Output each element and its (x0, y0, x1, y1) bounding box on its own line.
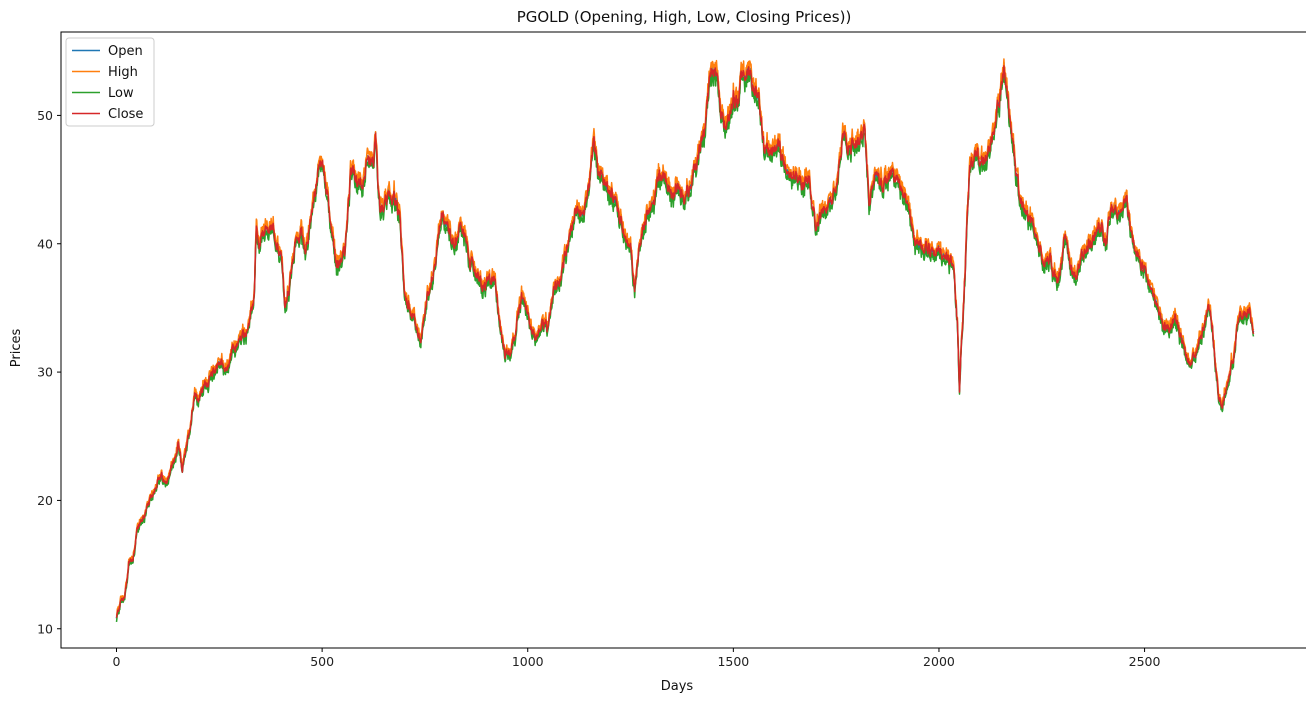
legend: Open High Low Close (65, 37, 155, 127)
y-axis: 10 20 30 40 50 (37, 108, 61, 636)
y-tick-label: 40 (37, 236, 53, 251)
x-axis: 0 500 1000 1500 2000 2500 (113, 648, 1161, 669)
legend-label: Close (108, 107, 143, 122)
series-line-close (115, 65, 1255, 618)
series-lines (115, 58, 1255, 623)
legend-label: Open (108, 44, 143, 59)
x-tick-label: 1000 (512, 654, 544, 669)
chart-title: PGOLD (Opening, High, Low, Closing Price… (517, 8, 852, 26)
y-tick-label: 10 (37, 621, 53, 636)
x-tick-label: 2000 (923, 654, 955, 669)
legend-label: Low (108, 86, 134, 101)
y-tick-label: 50 (37, 108, 53, 123)
x-tick-label: 1500 (717, 654, 749, 669)
x-tick-label: 2500 (1129, 654, 1161, 669)
y-tick-label: 20 (37, 493, 53, 508)
y-axis-label: Prices (9, 329, 24, 368)
x-tick-label: 500 (310, 654, 334, 669)
legend-box (65, 37, 155, 127)
x-tick-label: 0 (113, 654, 121, 669)
x-axis-label: Days (661, 679, 694, 694)
y-tick-label: 30 (37, 365, 53, 380)
plot-frame (60, 31, 1306, 649)
legend-label: High (108, 65, 138, 80)
